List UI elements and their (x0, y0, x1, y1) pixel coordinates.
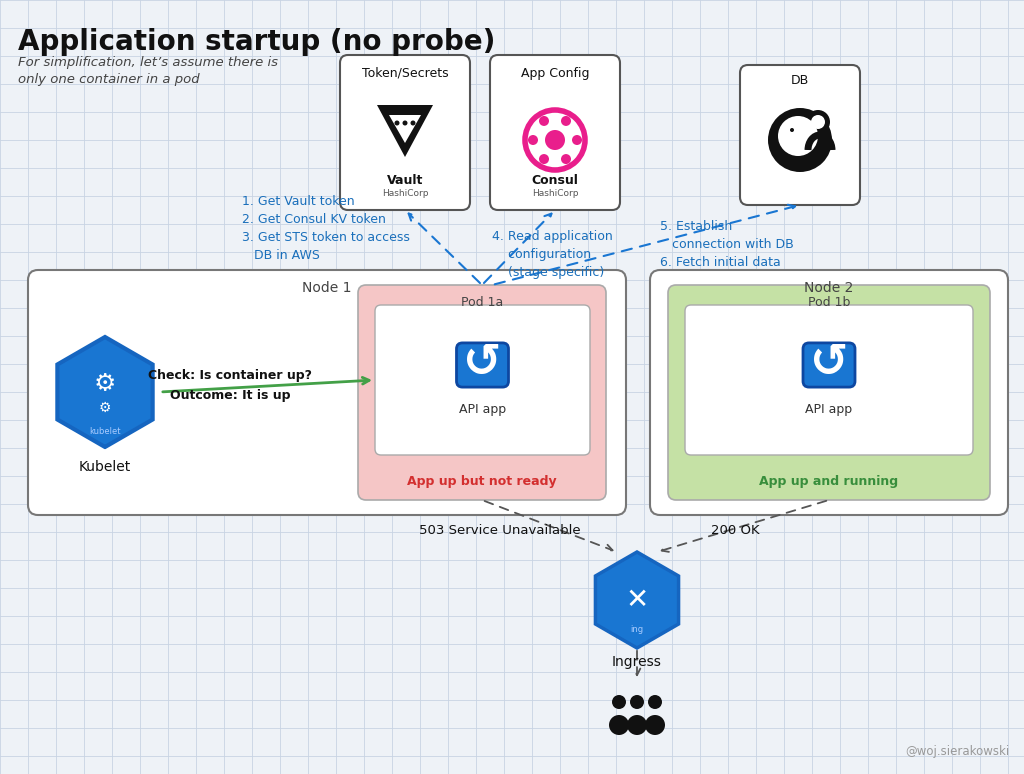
Text: Consul: Consul (531, 173, 579, 187)
Text: Node 2: Node 2 (804, 281, 854, 295)
Text: Vault: Vault (387, 173, 423, 187)
Circle shape (402, 121, 408, 125)
Text: ing: ing (631, 625, 643, 635)
Polygon shape (595, 552, 679, 648)
Circle shape (612, 695, 626, 709)
Text: kubelet: kubelet (89, 427, 121, 437)
Circle shape (806, 110, 830, 134)
Circle shape (768, 108, 831, 172)
Text: App up but not ready: App up but not ready (408, 475, 557, 488)
Text: Token/Secrets: Token/Secrets (361, 67, 449, 80)
Text: API app: API app (459, 403, 506, 416)
Polygon shape (389, 115, 421, 143)
Text: ↺: ↺ (810, 341, 848, 385)
Text: ⚙: ⚙ (94, 372, 116, 396)
Polygon shape (57, 337, 153, 447)
Text: ⚙: ⚙ (98, 401, 112, 415)
Circle shape (539, 154, 549, 164)
Text: Node 1: Node 1 (302, 281, 352, 295)
Circle shape (788, 126, 796, 134)
Text: 4. Read application
    configuration
    (stage specific): 4. Read application configuration (stage… (492, 230, 612, 279)
Circle shape (572, 135, 582, 145)
Text: Application startup (no probe): Application startup (no probe) (18, 28, 496, 56)
Circle shape (790, 128, 794, 132)
Text: HashiCorp: HashiCorp (382, 189, 428, 197)
FancyBboxPatch shape (685, 305, 973, 455)
Text: 5. Establish
   connection with DB
6. Fetch initial data: 5. Establish connection with DB 6. Fetch… (660, 220, 794, 269)
Text: App up and running: App up and running (760, 475, 899, 488)
Circle shape (645, 715, 665, 735)
Text: Pod 1b: Pod 1b (808, 296, 850, 310)
Text: For simplification, let’s assume there is
only one container in a pod: For simplification, let’s assume there i… (18, 56, 278, 86)
Text: 503 Service Unavailable: 503 Service Unavailable (419, 523, 581, 536)
FancyBboxPatch shape (490, 55, 620, 210)
Circle shape (539, 116, 549, 126)
FancyBboxPatch shape (340, 55, 470, 210)
FancyBboxPatch shape (457, 343, 509, 387)
Circle shape (561, 116, 571, 126)
Circle shape (411, 121, 416, 125)
Text: Outcome: It is up: Outcome: It is up (170, 389, 290, 402)
Text: @woj.sierakowski: @woj.sierakowski (906, 745, 1010, 758)
Circle shape (561, 154, 571, 164)
FancyBboxPatch shape (740, 65, 860, 205)
Text: API app: API app (806, 403, 853, 416)
Polygon shape (377, 105, 433, 157)
FancyBboxPatch shape (650, 270, 1008, 515)
Circle shape (811, 115, 825, 129)
Text: App Config: App Config (521, 67, 589, 80)
Text: Pod 1a: Pod 1a (461, 296, 503, 310)
FancyBboxPatch shape (668, 285, 990, 500)
Text: ↺: ↺ (463, 341, 502, 385)
Circle shape (648, 695, 662, 709)
FancyBboxPatch shape (28, 270, 626, 515)
Circle shape (627, 715, 647, 735)
Text: Check: Is container up?: Check: Is container up? (148, 368, 312, 382)
Circle shape (778, 116, 818, 156)
Text: ✕: ✕ (626, 586, 648, 614)
Circle shape (528, 135, 538, 145)
Text: HashiCorp: HashiCorp (531, 189, 579, 197)
Text: 1. Get Vault token
2. Get Consul KV token
3. Get STS token to access
   DB in AW: 1. Get Vault token 2. Get Consul KV toke… (242, 195, 410, 262)
Circle shape (609, 715, 629, 735)
FancyBboxPatch shape (375, 305, 590, 455)
Text: DB: DB (791, 74, 809, 87)
Circle shape (545, 130, 565, 150)
Circle shape (394, 121, 399, 125)
Circle shape (630, 695, 644, 709)
Text: 200 OK: 200 OK (711, 523, 760, 536)
Text: Kubelet: Kubelet (79, 460, 131, 474)
Text: Ingress: Ingress (612, 655, 662, 669)
FancyBboxPatch shape (358, 285, 606, 500)
FancyBboxPatch shape (803, 343, 855, 387)
